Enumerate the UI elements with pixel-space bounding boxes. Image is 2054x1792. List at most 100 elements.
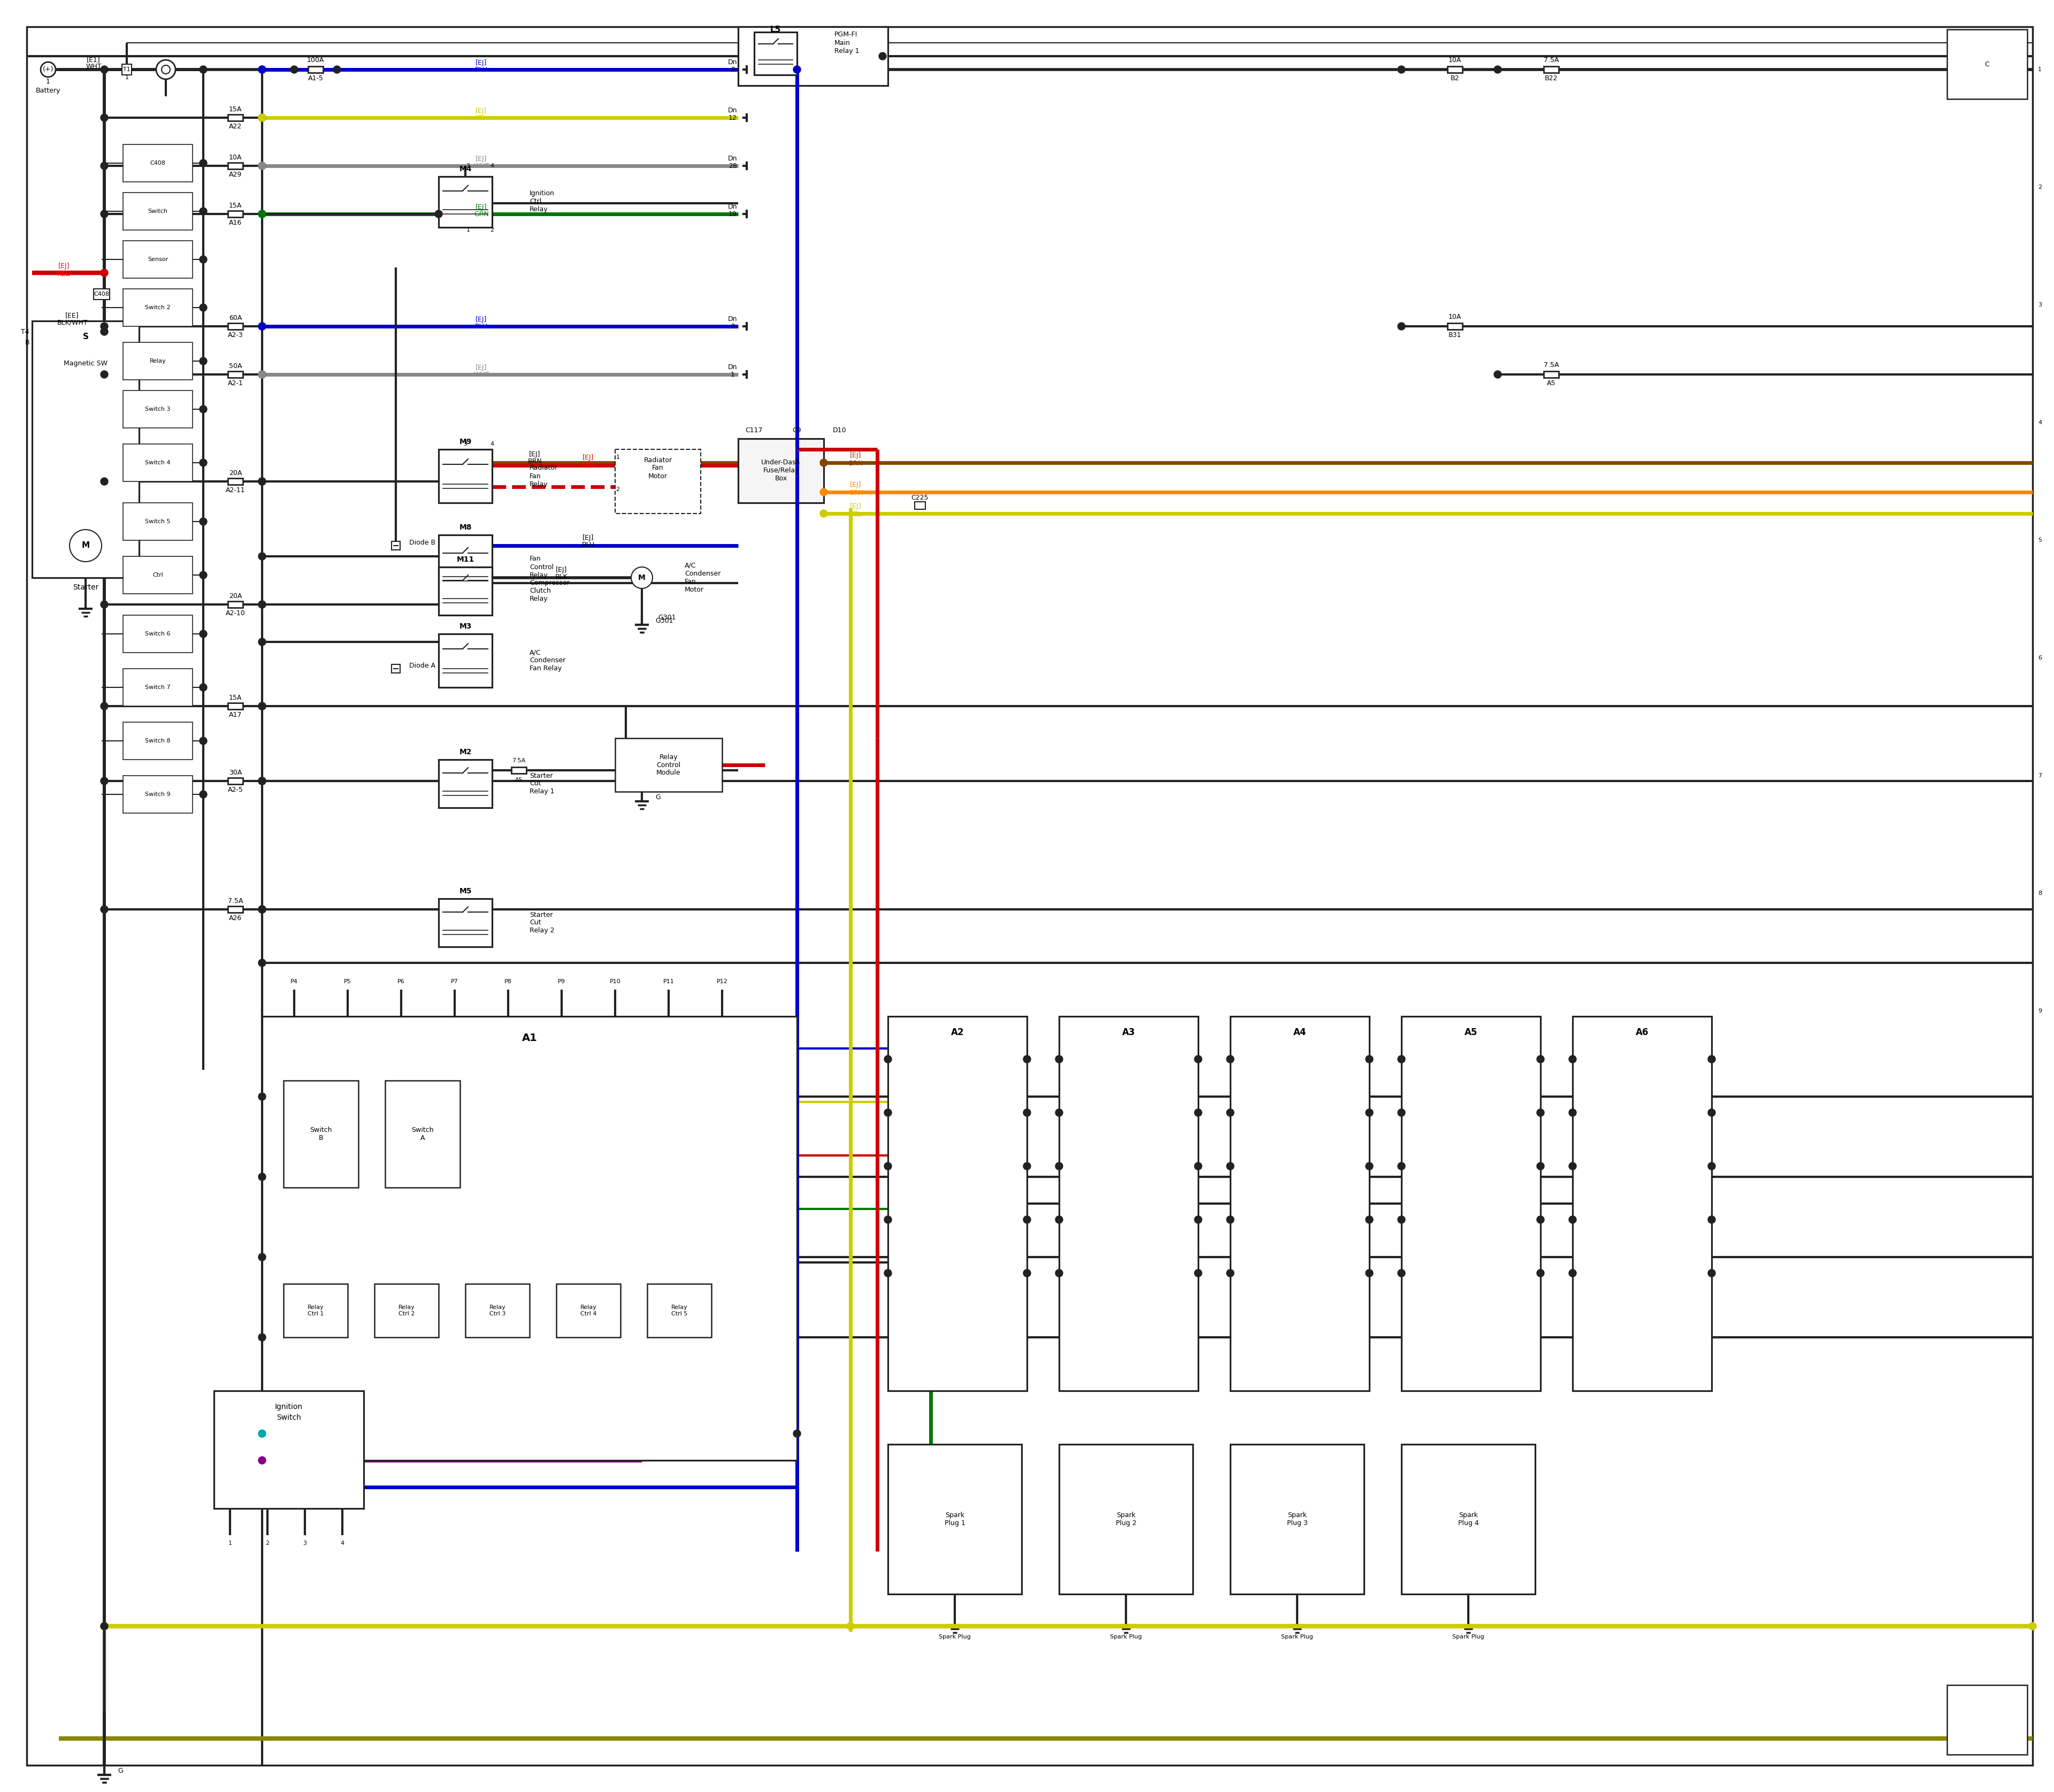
Bar <box>614 738 723 792</box>
Bar <box>123 556 193 593</box>
Bar <box>511 767 526 774</box>
Circle shape <box>793 66 801 73</box>
Bar <box>440 450 493 504</box>
Text: 30A: 30A <box>228 769 242 776</box>
Text: 1: 1 <box>2038 66 2042 72</box>
Bar <box>123 145 193 181</box>
Bar <box>123 615 193 652</box>
Text: 9: 9 <box>2038 1009 2042 1014</box>
Text: 15A: 15A <box>228 106 242 113</box>
Text: Diode A: Diode A <box>409 663 435 670</box>
Circle shape <box>101 210 109 217</box>
Text: Radiator
Fan
Motor: Radiator Fan Motor <box>643 457 672 480</box>
Text: L5: L5 <box>770 25 781 34</box>
Text: Relay: Relay <box>150 358 166 364</box>
Bar <box>1060 1444 1193 1595</box>
Text: 50A: 50A <box>228 362 242 369</box>
Text: 100A: 100A <box>306 56 325 63</box>
Text: Relay
Ctrl 4: Relay Ctrl 4 <box>579 1305 596 1317</box>
Circle shape <box>259 210 265 217</box>
Text: Dn: Dn <box>727 59 737 66</box>
Circle shape <box>1195 1109 1202 1116</box>
Circle shape <box>259 552 265 561</box>
Text: A17: A17 <box>228 711 242 719</box>
Circle shape <box>259 638 265 645</box>
Text: 7.5A: 7.5A <box>511 758 526 763</box>
Text: BLK: BLK <box>555 573 569 581</box>
Text: Starter
Cut
Relay 2: Starter Cut Relay 2 <box>530 912 555 934</box>
Text: 19: 19 <box>729 211 737 219</box>
Text: Relay
Ctrl 1: Relay Ctrl 1 <box>308 1305 325 1317</box>
Bar <box>1947 1684 2027 1754</box>
Text: 60A: 60A <box>228 314 242 321</box>
Circle shape <box>259 1253 265 1262</box>
Circle shape <box>101 269 109 276</box>
Text: P6: P6 <box>398 978 405 984</box>
Text: [EJ]: [EJ] <box>477 108 487 115</box>
Circle shape <box>1023 1055 1031 1063</box>
Text: 1: 1 <box>45 77 49 84</box>
Circle shape <box>1023 1109 1031 1116</box>
Bar <box>123 444 193 482</box>
Text: A2-10: A2-10 <box>226 609 244 616</box>
Text: B22: B22 <box>1545 75 1557 82</box>
Text: YEL: YEL <box>474 115 487 122</box>
Text: 2: 2 <box>491 228 495 233</box>
Circle shape <box>1056 1109 1062 1116</box>
Text: C117: C117 <box>746 426 762 434</box>
Circle shape <box>259 600 265 607</box>
Circle shape <box>101 778 109 785</box>
Circle shape <box>1536 1163 1545 1170</box>
Text: P11: P11 <box>663 978 674 984</box>
Circle shape <box>259 778 265 785</box>
Text: 1: 1 <box>466 228 470 233</box>
Text: A29: A29 <box>228 170 242 177</box>
Text: P4: P4 <box>290 978 298 984</box>
Circle shape <box>1709 1163 1715 1170</box>
Text: Switch 9: Switch 9 <box>146 792 170 797</box>
Text: Switch 5: Switch 5 <box>146 520 170 525</box>
Circle shape <box>1023 1163 1031 1170</box>
Text: Relay
Ctrl 5: Relay Ctrl 5 <box>672 1305 688 1317</box>
Text: A2-11: A2-11 <box>226 486 244 493</box>
Text: G301: G301 <box>657 615 676 622</box>
Text: Magnetic SW: Magnetic SW <box>64 360 107 367</box>
Circle shape <box>162 65 170 73</box>
Circle shape <box>199 159 207 167</box>
Text: A1-5: A1-5 <box>308 75 322 82</box>
Text: G301: G301 <box>655 616 674 624</box>
Circle shape <box>199 790 207 797</box>
Text: P9: P9 <box>559 978 565 984</box>
Bar <box>123 776 193 814</box>
Circle shape <box>1536 1269 1545 1278</box>
Text: 3: 3 <box>464 441 466 446</box>
Text: A2-1: A2-1 <box>228 380 242 387</box>
Text: M: M <box>639 573 645 581</box>
Circle shape <box>259 371 265 378</box>
Text: T4: T4 <box>21 328 29 335</box>
Circle shape <box>199 518 207 525</box>
Text: M9: M9 <box>460 437 472 446</box>
Text: 7: 7 <box>2038 772 2042 778</box>
Text: 6: 6 <box>2038 656 2042 661</box>
Bar <box>1448 323 1462 330</box>
Circle shape <box>1536 1217 1545 1224</box>
Circle shape <box>259 905 265 914</box>
Text: 1: 1 <box>616 455 620 461</box>
Bar <box>214 1391 364 1509</box>
Text: A5: A5 <box>516 778 524 783</box>
Bar <box>123 192 193 229</box>
Circle shape <box>199 572 207 579</box>
Text: 1: 1 <box>731 371 735 378</box>
Circle shape <box>1226 1055 1234 1063</box>
Text: P12: P12 <box>717 978 727 984</box>
Circle shape <box>820 489 828 496</box>
Circle shape <box>879 52 887 59</box>
Circle shape <box>1536 1055 1545 1063</box>
Circle shape <box>259 115 265 122</box>
Circle shape <box>1366 1163 1372 1170</box>
Circle shape <box>1195 1269 1202 1278</box>
Text: BLK/WHT: BLK/WHT <box>58 319 88 326</box>
Text: Dn: Dn <box>727 315 737 323</box>
Circle shape <box>333 66 341 73</box>
